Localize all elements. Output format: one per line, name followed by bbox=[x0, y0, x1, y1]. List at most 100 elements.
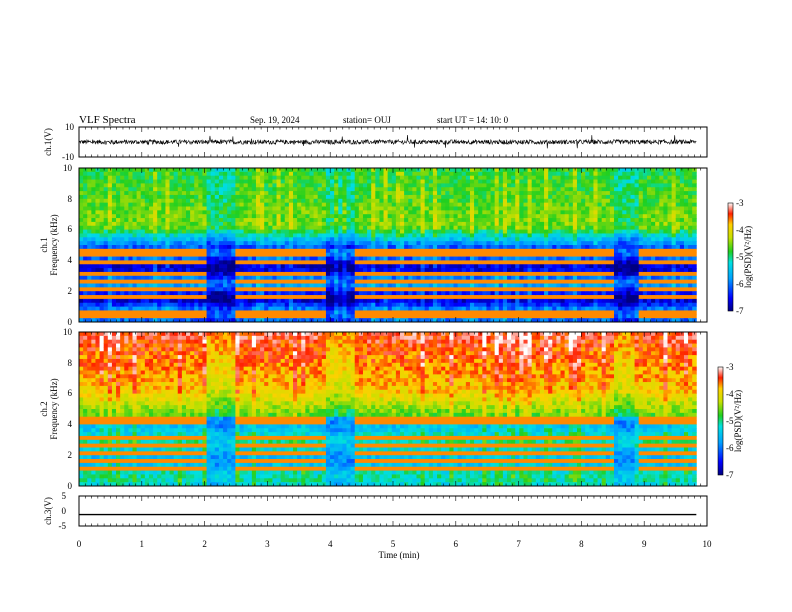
spectrogram-cell bbox=[293, 245, 298, 250]
spectrogram-cell bbox=[412, 194, 417, 200]
spectrogram-cell bbox=[79, 221, 84, 227]
spectrogram-cell bbox=[309, 214, 314, 219]
spectrogram-cell bbox=[498, 198, 504, 204]
spectrogram-cell bbox=[297, 194, 302, 200]
spectrogram-cell bbox=[206, 202, 212, 207]
spectrogram-cell bbox=[198, 248, 203, 254]
spectrogram-cell bbox=[157, 218, 162, 223]
spectrogram-cell bbox=[280, 233, 286, 238]
spectrogram-cell bbox=[136, 237, 142, 242]
spectrogram-cell bbox=[301, 245, 306, 250]
spectrogram-cell bbox=[338, 306, 343, 311]
spectrogram-cell bbox=[548, 302, 553, 307]
spectrogram-cell bbox=[194, 210, 199, 215]
spectrogram-cell bbox=[531, 187, 537, 192]
spectrogram-cell bbox=[169, 233, 175, 238]
spectrogram-cell bbox=[367, 302, 372, 307]
spectrogram-cell bbox=[169, 183, 175, 188]
spectrogram-cell bbox=[227, 187, 232, 192]
spectrogram-cell bbox=[350, 191, 356, 196]
spectrogram-cell bbox=[461, 252, 467, 257]
spectrogram-cell bbox=[321, 206, 327, 211]
spectrogram-cell bbox=[502, 218, 508, 223]
spectrogram-cell bbox=[330, 287, 335, 292]
spectrogram-cell bbox=[428, 191, 434, 196]
spectrogram-cell bbox=[478, 256, 483, 261]
spectrogram-cell bbox=[342, 171, 347, 177]
spectrogram-cell bbox=[400, 168, 405, 173]
spectrogram-cell bbox=[539, 210, 545, 215]
spectrogram-cell bbox=[116, 252, 121, 257]
spectrogram-cell bbox=[564, 302, 570, 307]
spectrogram-cell bbox=[116, 214, 121, 219]
spectrogram-cell bbox=[210, 194, 216, 200]
spectrogram-cell bbox=[494, 306, 500, 311]
spectrogram-cell bbox=[428, 183, 434, 188]
spectrogram-cell bbox=[486, 314, 491, 319]
spectrogram-cell bbox=[190, 179, 195, 184]
spectrogram-cell bbox=[432, 198, 438, 204]
spectrogram-cell bbox=[548, 306, 553, 311]
spectrogram-cell bbox=[255, 318, 261, 322]
spectrogram-cell bbox=[519, 271, 524, 277]
spectrogram-cell bbox=[231, 187, 236, 192]
spectrogram-cell bbox=[288, 237, 294, 242]
spectrogram-cell bbox=[515, 218, 520, 223]
spectrogram-cell bbox=[507, 271, 512, 277]
spectrogram-cell bbox=[465, 171, 471, 177]
spectrogram-cell bbox=[165, 198, 170, 204]
spectrogram-cell bbox=[293, 252, 298, 257]
spectrogram-cell bbox=[120, 179, 125, 184]
spectrogram-cell bbox=[173, 306, 179, 311]
spectrogram-cell bbox=[227, 283, 232, 288]
spectrogram-cell bbox=[420, 233, 426, 238]
spectrogram-cell bbox=[437, 245, 442, 250]
spectrogram-cell bbox=[169, 298, 175, 304]
spectrogram-cell bbox=[482, 218, 487, 223]
spectrogram-cell bbox=[523, 194, 528, 200]
spectrogram-cell bbox=[362, 256, 368, 261]
spectrogram-cell bbox=[437, 279, 442, 284]
spectrogram-cell bbox=[395, 306, 401, 311]
spectrogram-cell bbox=[375, 318, 380, 322]
spectrogram-cell bbox=[190, 295, 195, 300]
spectrogram-cell bbox=[153, 298, 158, 304]
spectrogram-cell bbox=[223, 241, 228, 246]
spectrogram-cell bbox=[519, 233, 524, 238]
spectrogram-cell bbox=[272, 298, 277, 304]
spectrogram-cell bbox=[437, 264, 442, 269]
spectrogram-cell bbox=[379, 264, 384, 269]
spectrogram-cell bbox=[478, 318, 483, 322]
spectrogram-cell bbox=[552, 221, 557, 227]
spectrogram-cell bbox=[260, 295, 265, 300]
spectrogram-cell bbox=[568, 179, 574, 184]
spectrogram-cell bbox=[445, 287, 450, 292]
spectrogram-cell bbox=[531, 168, 537, 173]
spectrogram-cell bbox=[103, 218, 109, 223]
spectrogram-cell bbox=[239, 225, 245, 230]
spectrogram-cell bbox=[91, 248, 96, 254]
spectrogram-cell bbox=[560, 306, 566, 311]
spectrogram-cell bbox=[428, 283, 434, 288]
spectrogram-cell bbox=[83, 206, 88, 211]
spectrogram-cell bbox=[502, 206, 508, 211]
spectrogram-cell bbox=[449, 214, 454, 219]
spectrogram-cell bbox=[400, 264, 405, 269]
spectrogram-cell bbox=[338, 314, 343, 319]
spectrogram-cell bbox=[342, 287, 347, 292]
spectrogram-cell bbox=[412, 168, 417, 173]
spectrogram-cell bbox=[490, 287, 496, 292]
spectrogram-cell bbox=[490, 291, 496, 296]
spectrogram-cell bbox=[321, 175, 327, 180]
spectrogram-cell bbox=[103, 183, 109, 188]
spectrogram-cell bbox=[116, 191, 121, 196]
spectrogram-cell bbox=[280, 168, 286, 173]
spectrogram-cell bbox=[111, 191, 117, 196]
spectrogram-cell bbox=[239, 275, 245, 281]
spectrogram-cell bbox=[235, 229, 240, 234]
spectrogram-cell bbox=[424, 310, 430, 315]
spectrogram-cell bbox=[494, 271, 500, 277]
spectrogram-cell bbox=[350, 302, 356, 307]
spectrogram-cell bbox=[247, 291, 253, 296]
spectrogram-cell bbox=[552, 291, 557, 296]
